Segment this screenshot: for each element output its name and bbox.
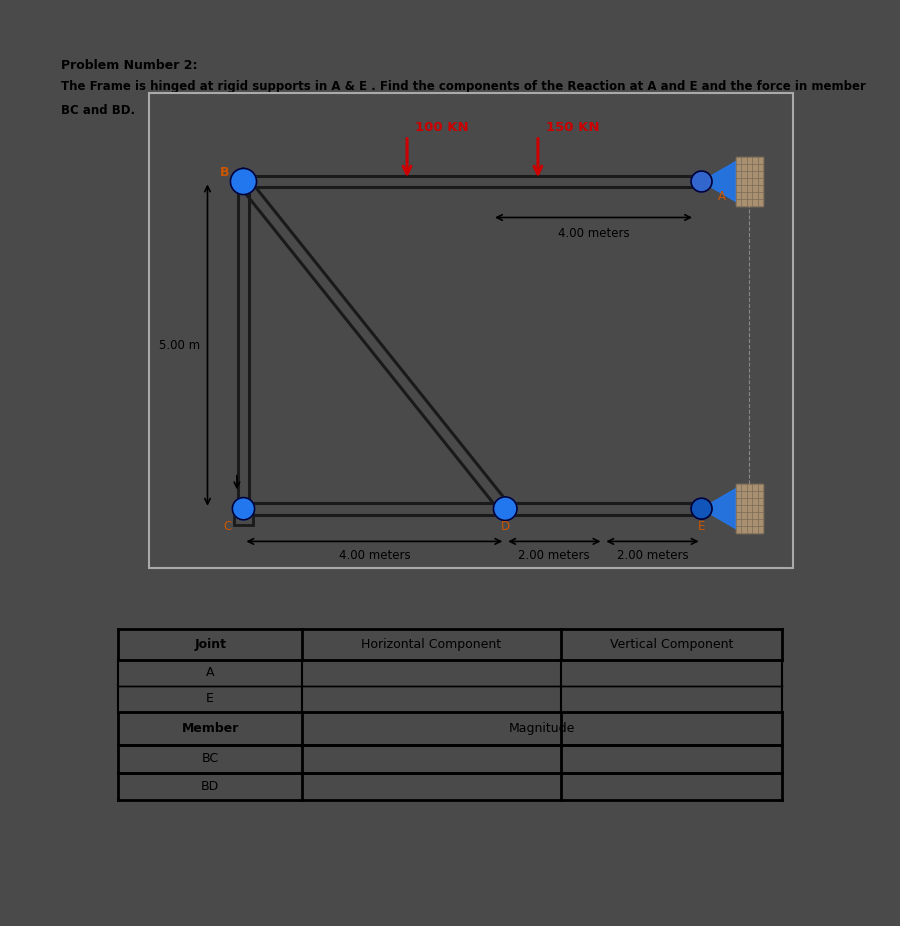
Text: Member: Member	[182, 722, 238, 735]
Text: 4.00 meters: 4.00 meters	[558, 227, 629, 241]
Text: 150 KN: 150 KN	[545, 121, 599, 134]
Text: BC and BD.: BC and BD.	[61, 105, 135, 118]
Text: A: A	[718, 190, 726, 203]
Text: B: B	[220, 167, 230, 180]
Text: A: A	[206, 667, 214, 680]
Text: Joint: Joint	[194, 638, 226, 651]
Text: E: E	[698, 519, 706, 532]
Text: BD: BD	[201, 780, 220, 793]
Text: Problem Number 2:: Problem Number 2:	[61, 58, 197, 71]
Text: BC: BC	[202, 752, 219, 765]
Text: The Frame is hinged at rigid supports in A & E . Find the components of the Reac: The Frame is hinged at rigid supports in…	[61, 81, 866, 94]
Text: D: D	[500, 519, 509, 532]
Text: 2.00 meters: 2.00 meters	[518, 549, 590, 562]
Polygon shape	[701, 488, 737, 530]
Text: 100 KN: 100 KN	[415, 121, 469, 134]
Circle shape	[493, 497, 517, 520]
Bar	[234, 508, 253, 525]
Text: 5.00 m: 5.00 m	[158, 339, 200, 352]
Bar	[735, 156, 763, 206]
Polygon shape	[701, 160, 737, 203]
Text: 2.00 meters: 2.00 meters	[616, 549, 688, 562]
Text: Magnitude: Magnitude	[509, 722, 575, 735]
Bar	[735, 484, 763, 533]
Text: Vertical Component: Vertical Component	[609, 638, 734, 651]
Text: Horizontal Component: Horizontal Component	[362, 638, 501, 651]
Text: E: E	[206, 693, 214, 706]
Circle shape	[232, 497, 255, 519]
Circle shape	[230, 169, 256, 194]
Text: C: C	[223, 519, 231, 532]
Circle shape	[691, 498, 712, 519]
Text: 4.00 meters: 4.00 meters	[338, 549, 410, 562]
Circle shape	[691, 171, 712, 192]
